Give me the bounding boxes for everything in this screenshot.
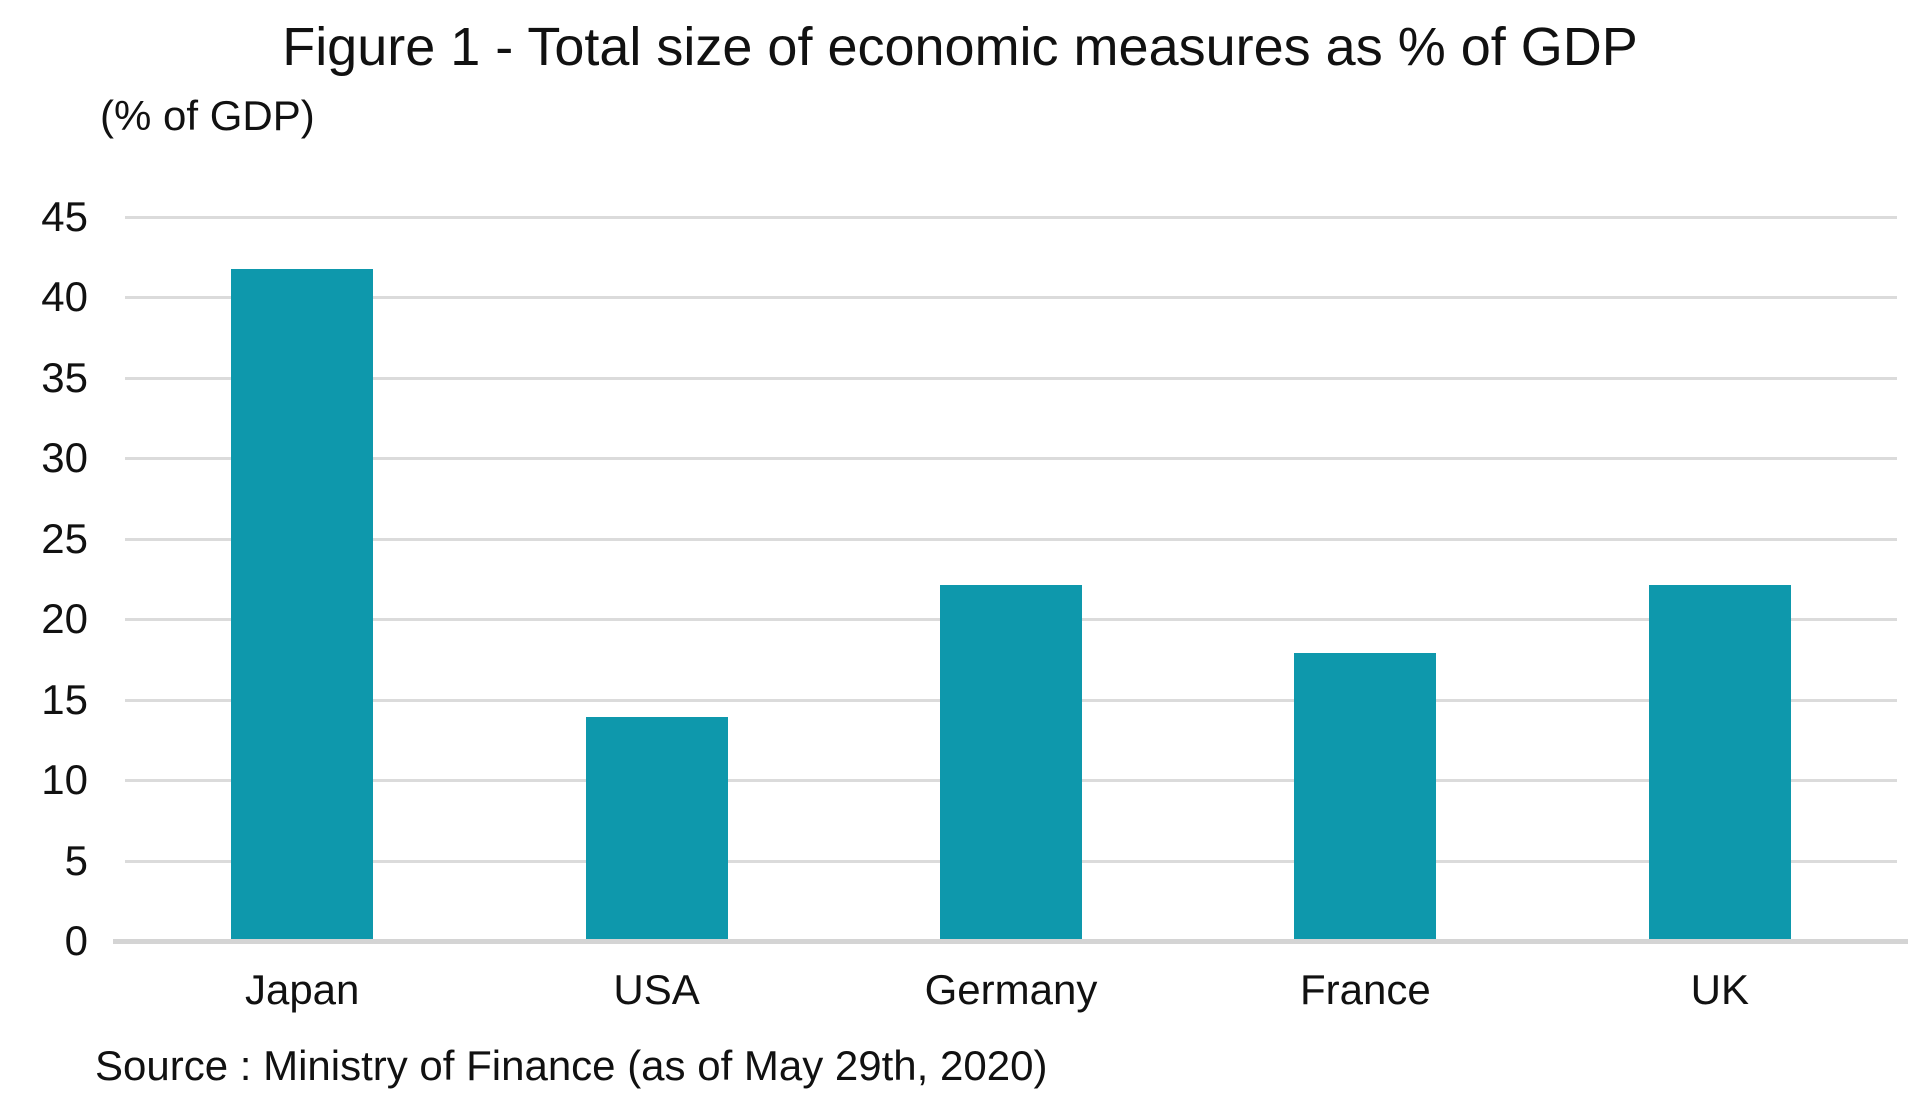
- bar-usa: [585, 717, 728, 941]
- gridline-y-25: [125, 537, 1897, 541]
- source-note: Source : Ministry of Finance (as of May …: [95, 1042, 1048, 1089]
- y-tick-label-15: 15: [41, 675, 88, 723]
- y-tick-label-35: 35: [41, 353, 88, 401]
- y-tick-label-30: 30: [41, 434, 88, 482]
- x-tick-label-japan: Japan: [244, 966, 360, 1013]
- x-tick-label-france: France: [1300, 966, 1431, 1013]
- y-tick-label-45: 45: [41, 193, 88, 240]
- plot-area: [125, 216, 1897, 941]
- y-tick-label-25: 25: [41, 514, 88, 562]
- y-tick-label-5: 5: [64, 836, 88, 884]
- bar-uk: [1648, 585, 1791, 941]
- bar-japan: [231, 268, 374, 941]
- bar-germany: [940, 585, 1082, 941]
- y-tick-label-20: 20: [41, 595, 88, 643]
- y-axis-unit-label: (% of GDP): [100, 92, 315, 139]
- x-axis-line: [113, 939, 1908, 944]
- y-tick-label-10: 10: [41, 756, 88, 804]
- y-tick-label-0: 0: [64, 917, 88, 964]
- chart-title: Figure 1 - Total size of economic measur…: [282, 17, 1638, 77]
- gridline-y-30: [125, 457, 1897, 461]
- x-tick-label-uk: UK: [1690, 966, 1749, 1013]
- y-tick-label-40: 40: [41, 273, 88, 321]
- gridline-y-40: [125, 296, 1897, 300]
- bar-france: [1294, 653, 1437, 941]
- x-tick-label-usa: USA: [613, 966, 700, 1013]
- gridline-y-35: [125, 376, 1897, 380]
- x-tick-label-germany: Germany: [924, 966, 1098, 1013]
- gridline-y-45: [125, 216, 1897, 219]
